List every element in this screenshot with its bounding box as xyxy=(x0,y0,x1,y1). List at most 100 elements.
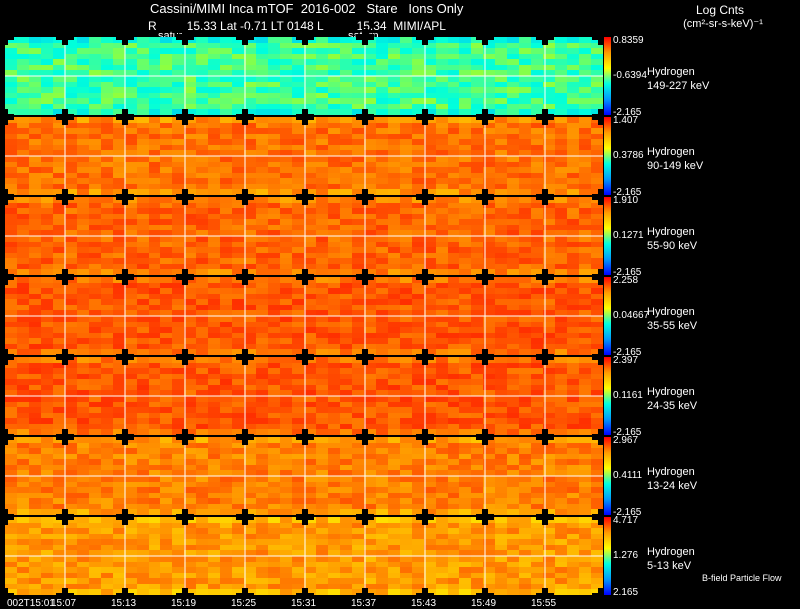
heatmap-cell xyxy=(112,258,125,264)
heatmap-cell xyxy=(268,589,281,595)
heatmap-cell xyxy=(88,487,101,493)
heatmap-cell xyxy=(172,379,185,385)
heatmap-cell xyxy=(5,103,17,110)
heatmap-cell xyxy=(315,42,328,49)
heatmap-cell xyxy=(172,550,185,556)
heatmap-cell xyxy=(447,349,460,355)
heatmap-cell xyxy=(100,379,113,385)
heatmap-cell xyxy=(112,109,125,115)
heatmap-cell xyxy=(483,219,496,225)
heatmap-cell xyxy=(423,481,436,488)
heatmap-cell xyxy=(88,470,101,476)
heatmap-cell xyxy=(327,343,340,350)
heatmap-cell xyxy=(76,178,89,184)
heatmap-cell xyxy=(112,492,125,499)
heatmap-cell xyxy=(196,528,209,534)
heatmap-cell xyxy=(339,407,352,413)
heatmap-cell xyxy=(447,224,460,231)
heatmap-cell xyxy=(304,476,316,482)
heatmap-cell xyxy=(160,139,173,145)
heatmap-cell xyxy=(591,304,603,311)
heatmap-cell xyxy=(387,437,400,443)
heatmap-cell xyxy=(399,213,412,220)
heatmap-cell xyxy=(339,412,352,419)
heatmap-cell xyxy=(304,230,316,236)
heatmap-cell xyxy=(447,150,460,156)
heatmap-cell xyxy=(507,293,520,300)
heatmap-cell xyxy=(232,448,245,454)
heatmap-cell xyxy=(459,189,472,195)
heatmap-cell xyxy=(76,539,89,545)
crosshair-marker-icon xyxy=(56,29,74,45)
heatmap-cell xyxy=(447,230,460,236)
heatmap-cell xyxy=(220,509,233,515)
heatmap-cell xyxy=(76,429,89,435)
heatmap-cell xyxy=(196,338,209,344)
heatmap-cell xyxy=(387,247,400,253)
heatmap-cell xyxy=(40,522,53,529)
heatmap-cell xyxy=(280,498,293,504)
heatmap-cell xyxy=(567,589,580,595)
heatmap-cell xyxy=(148,98,161,104)
heatmap-cell xyxy=(208,487,221,493)
heatmap-cell xyxy=(519,172,532,179)
heatmap-cell xyxy=(64,373,77,380)
heatmap-cell xyxy=(40,87,53,93)
heatmap-cell xyxy=(471,464,484,471)
heatmap-cell xyxy=(160,98,173,104)
heatmap-cell xyxy=(399,470,412,476)
heatmap-cell xyxy=(507,407,520,413)
heatmap-cell xyxy=(327,321,340,328)
heatmap-cell xyxy=(244,412,257,419)
heatmap-cell xyxy=(5,282,17,289)
heatmap-cell xyxy=(339,509,352,515)
heatmap-cell xyxy=(387,37,400,43)
heatmap-cell xyxy=(363,476,376,482)
heatmap-cell xyxy=(5,481,17,488)
heatmap-cell xyxy=(148,263,161,270)
colorbar-title: Log Cnts xyxy=(695,3,745,17)
heatmap-cell xyxy=(459,150,472,156)
heatmap-cell xyxy=(28,161,41,168)
heatmap-cell xyxy=(351,492,364,499)
heatmap-cell xyxy=(64,103,77,110)
heatmap-cell xyxy=(244,561,257,568)
heatmap-cell xyxy=(64,236,77,242)
heatmap-cell xyxy=(315,550,328,556)
heatmap-cell xyxy=(447,583,460,590)
heatmap-cell xyxy=(112,202,125,209)
heatmap-cell xyxy=(387,390,400,396)
heatmap-cell xyxy=(112,128,125,134)
heatmap-cell xyxy=(447,293,460,300)
heatmap-cell xyxy=(375,263,388,270)
heatmap-cell xyxy=(76,288,89,294)
heatmap-cell xyxy=(76,310,89,316)
heatmap-cell xyxy=(483,349,496,355)
heatmap-cell xyxy=(315,384,328,391)
heatmap-cell xyxy=(232,202,245,209)
heatmap-cell xyxy=(315,304,328,311)
heatmap-cell xyxy=(172,487,185,493)
heatmap-cell xyxy=(315,128,328,134)
heatmap-cell xyxy=(64,550,77,556)
heatmap-cell xyxy=(160,332,173,339)
heatmap-cell xyxy=(519,263,532,270)
heatmap-cell xyxy=(567,247,580,253)
heatmap-cell xyxy=(148,224,161,231)
heatmap-cell xyxy=(471,230,484,236)
heatmap-cell xyxy=(351,578,364,584)
heatmap-cell xyxy=(208,423,221,430)
heatmap-cell xyxy=(256,183,269,190)
heatmap-cell xyxy=(268,64,281,71)
heatmap-cell xyxy=(543,572,556,579)
heatmap-cell xyxy=(124,316,137,322)
heatmap-cell xyxy=(76,139,89,145)
heatmap-cell xyxy=(363,379,376,385)
heatmap-cell xyxy=(471,42,484,49)
heatmap-cell xyxy=(76,503,89,510)
heatmap-cell xyxy=(184,48,197,54)
heatmap-cell xyxy=(196,122,209,129)
heatmap-cell xyxy=(244,133,257,140)
heatmap-cell xyxy=(555,183,568,190)
heatmap-cell xyxy=(244,453,257,460)
